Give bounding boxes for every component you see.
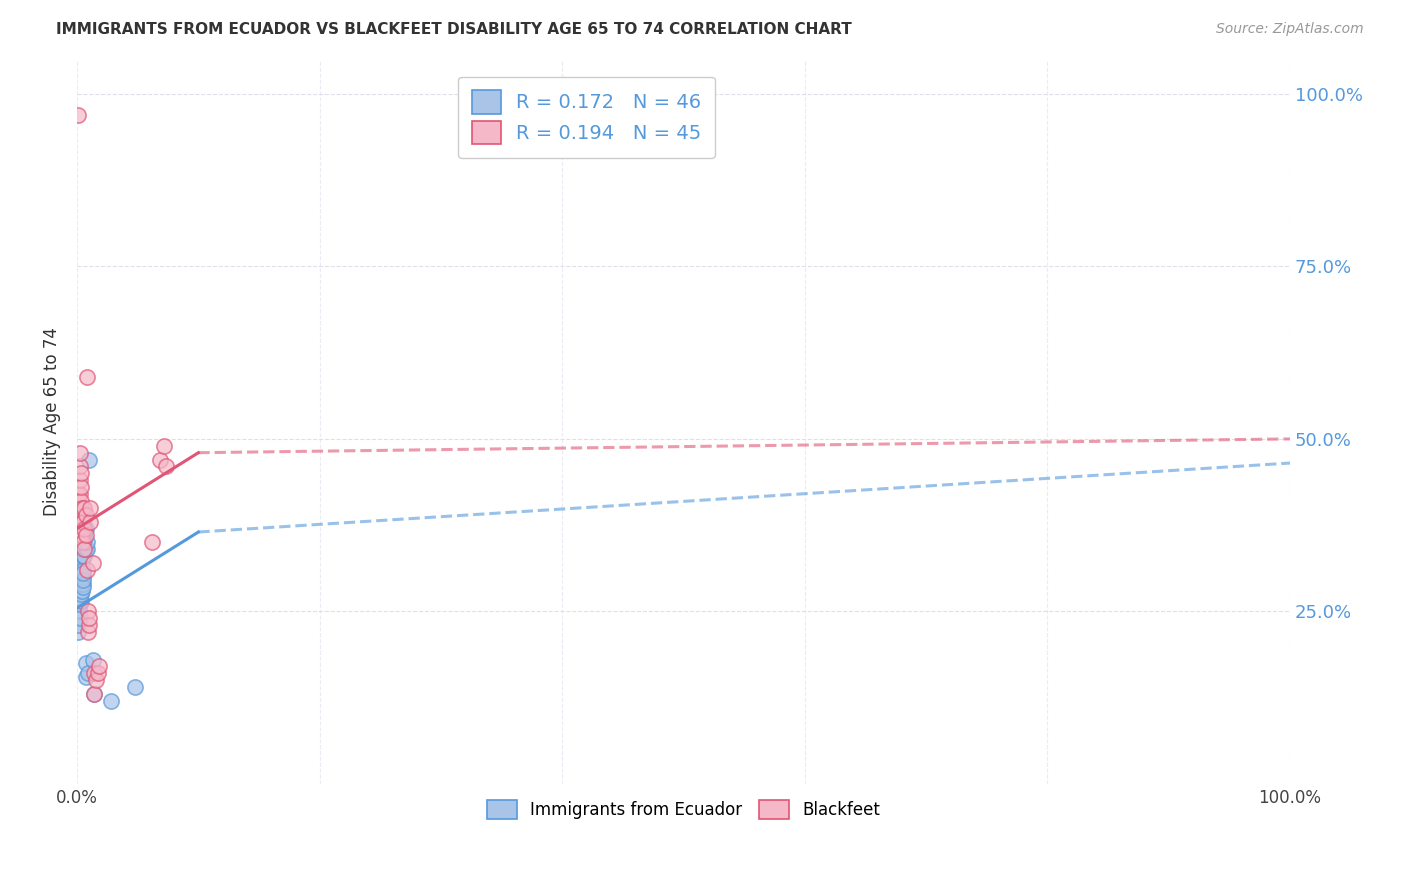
Point <box>69 508 91 522</box>
Point <box>83 687 105 701</box>
Point <box>69 459 91 474</box>
Point <box>70 587 93 601</box>
Point <box>100 694 122 708</box>
Point <box>73 522 96 536</box>
Point <box>72 563 94 577</box>
Point <box>69 508 91 522</box>
Point <box>77 452 100 467</box>
Point <box>75 670 97 684</box>
Point <box>69 583 91 598</box>
Point <box>72 535 94 549</box>
Point <box>67 625 90 640</box>
Point <box>69 528 91 542</box>
Point <box>75 542 97 557</box>
Point <box>69 494 91 508</box>
Point <box>70 515 93 529</box>
Point <box>70 552 93 566</box>
Point <box>69 522 91 536</box>
Point <box>75 522 97 536</box>
Point <box>141 535 163 549</box>
Point <box>72 542 94 557</box>
Point <box>69 528 91 542</box>
Point <box>155 459 177 474</box>
Point <box>69 598 91 612</box>
Point <box>67 515 90 529</box>
Point <box>76 563 98 577</box>
Point <box>72 574 94 588</box>
Point <box>72 549 94 563</box>
Point <box>86 666 108 681</box>
Point <box>83 666 105 681</box>
Point <box>69 515 91 529</box>
Point <box>79 500 101 515</box>
Y-axis label: Disability Age 65 to 74: Disability Age 65 to 74 <box>44 327 60 516</box>
Point <box>72 570 94 584</box>
Point <box>69 480 91 494</box>
Point <box>69 611 91 625</box>
Point <box>70 500 93 515</box>
Point <box>73 549 96 563</box>
Point <box>70 563 93 577</box>
Point <box>72 580 94 594</box>
Point <box>77 604 100 618</box>
Point <box>69 576 91 591</box>
Point <box>70 576 93 591</box>
Point <box>70 570 93 584</box>
Point <box>76 369 98 384</box>
Point <box>76 542 98 557</box>
Point <box>73 500 96 515</box>
Point <box>73 542 96 557</box>
Point <box>72 576 94 591</box>
Point <box>69 594 91 608</box>
Point <box>69 467 91 481</box>
Point <box>124 680 146 694</box>
Point <box>67 618 90 632</box>
Point <box>72 566 94 581</box>
Point <box>73 535 96 549</box>
Point <box>69 563 91 577</box>
Point <box>69 570 91 584</box>
Point <box>77 666 100 681</box>
Point <box>67 487 90 501</box>
Point <box>73 528 96 542</box>
Point <box>69 549 91 563</box>
Point <box>77 611 100 625</box>
Point <box>70 563 93 577</box>
Point <box>75 656 97 670</box>
Point <box>82 556 104 570</box>
Point <box>76 535 98 549</box>
Point <box>70 528 93 542</box>
Point <box>67 604 90 618</box>
Point <box>153 439 176 453</box>
Text: Source: ZipAtlas.com: Source: ZipAtlas.com <box>1216 22 1364 37</box>
Point <box>79 515 101 529</box>
Point <box>83 687 105 701</box>
Legend: Immigrants from Ecuador, Blackfeet: Immigrants from Ecuador, Blackfeet <box>481 794 887 826</box>
Text: IMMIGRANTS FROM ECUADOR VS BLACKFEET DISABILITY AGE 65 TO 74 CORRELATION CHART: IMMIGRANTS FROM ECUADOR VS BLACKFEET DIS… <box>56 22 852 37</box>
Point <box>69 446 91 460</box>
Point <box>70 570 93 584</box>
Point <box>75 528 97 542</box>
Point <box>75 508 97 522</box>
Point <box>73 535 96 549</box>
Point <box>70 583 93 598</box>
Point <box>67 108 90 122</box>
Point <box>77 618 100 632</box>
Point <box>77 625 100 640</box>
Point <box>148 452 170 467</box>
Point <box>72 515 94 529</box>
Point <box>69 473 91 487</box>
Point <box>69 487 91 501</box>
Point <box>69 574 91 588</box>
Point <box>87 659 110 673</box>
Point <box>69 591 91 605</box>
Point <box>86 673 108 688</box>
Point <box>82 652 104 666</box>
Point <box>67 500 90 515</box>
Point <box>69 559 91 574</box>
